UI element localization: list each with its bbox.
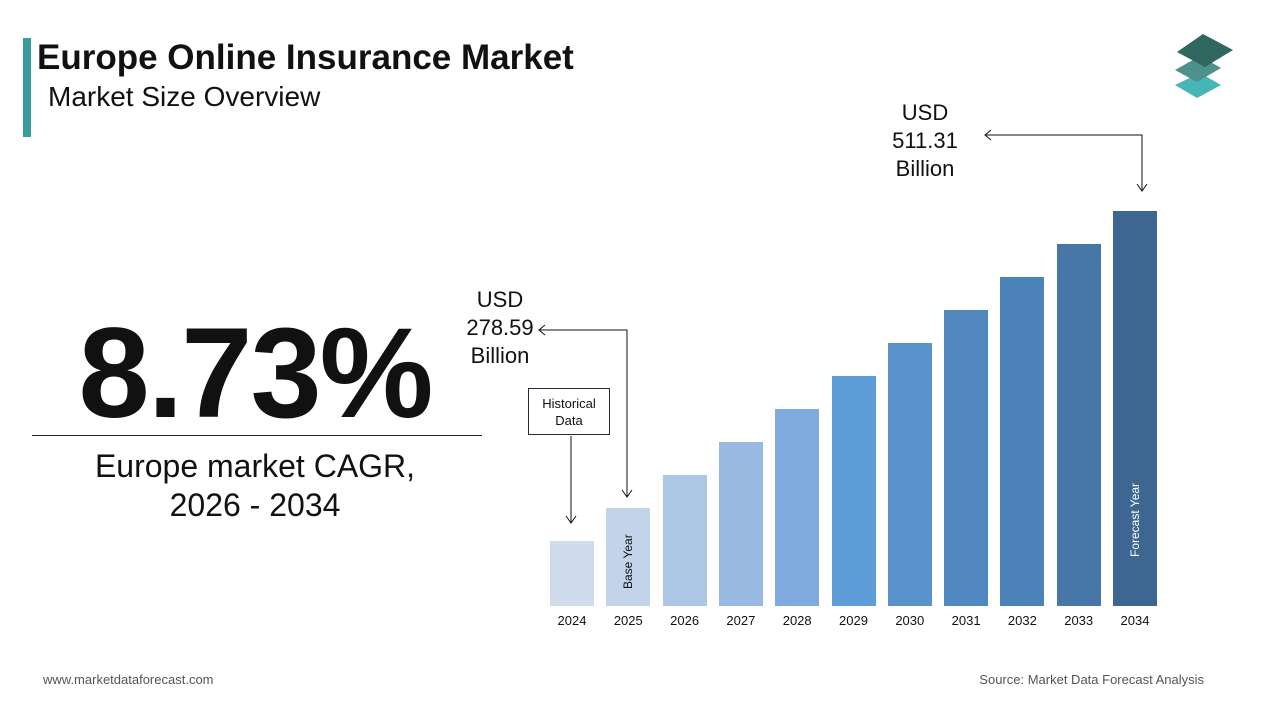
- bar-2025: [606, 508, 651, 606]
- bar-2026: [662, 475, 707, 606]
- logo-icon: [1175, 34, 1233, 98]
- cagr-label-line1: Europe market CAGR,: [94, 448, 416, 484]
- cagr-value: 8.73%: [78, 302, 434, 445]
- x-tick-label: 2025: [613, 613, 643, 628]
- page-subtitle: Market Size Overview: [48, 81, 321, 112]
- x-tick-label: 2028: [782, 613, 812, 628]
- bar-2028: [775, 409, 820, 606]
- bar-2024: [550, 541, 594, 606]
- title-accent-bar: [23, 38, 31, 137]
- x-tick-label: 2029: [839, 613, 868, 628]
- divider: [32, 435, 482, 436]
- bar-2031: [944, 310, 989, 606]
- historical-line2: Data: [555, 413, 583, 428]
- forecast-arrow: [985, 134, 1143, 190]
- source-note: Source: Market Data Forecast Analysis: [979, 672, 1204, 687]
- forecast-year-label: Forecast Year: [1128, 482, 1142, 557]
- x-tick-label: 2032: [1007, 613, 1037, 628]
- callout-value: 511.31: [892, 128, 958, 153]
- cagr-label: Europe market CAGR, 2026 - 2034: [30, 447, 480, 525]
- bar-2033: [1056, 244, 1101, 606]
- callout-unit: Billion: [895, 156, 955, 181]
- forecast-callout: USD 511.31 Billion: [870, 99, 980, 183]
- callout-currency: USD: [901, 100, 949, 125]
- x-tick-label: 2027: [726, 613, 756, 628]
- page-title: Europe Online Insurance Market: [37, 38, 574, 77]
- bar-2027: [718, 442, 763, 606]
- base-year-label: Base Year: [621, 534, 636, 589]
- bar-2032: [1000, 277, 1045, 606]
- callout-value: 278.59: [466, 315, 534, 340]
- x-tick-label: 2024: [557, 613, 587, 628]
- base-arrow: [539, 329, 628, 497]
- bar-2030: [887, 343, 932, 606]
- callout-currency: USD: [476, 287, 524, 312]
- bar-2029: [831, 376, 876, 606]
- website-link[interactable]: www.marketdataforecast.com: [43, 672, 214, 687]
- historical-line1: Historical: [542, 396, 596, 411]
- base-year-callout: USD 278.59 Billion: [445, 286, 555, 370]
- x-tick-label: 2033: [1064, 613, 1094, 628]
- bar-2034: [1113, 211, 1157, 606]
- x-tick-label: 2031: [951, 613, 981, 628]
- x-tick-label: 2034: [1120, 613, 1150, 628]
- callout-unit: Billion: [470, 343, 530, 368]
- x-tick-label: 2030: [895, 613, 925, 628]
- cagr-label-line2: 2026 - 2034: [169, 487, 341, 523]
- historical-data-box: Historical Data: [528, 388, 610, 435]
- x-tick-label: 2026: [670, 613, 700, 628]
